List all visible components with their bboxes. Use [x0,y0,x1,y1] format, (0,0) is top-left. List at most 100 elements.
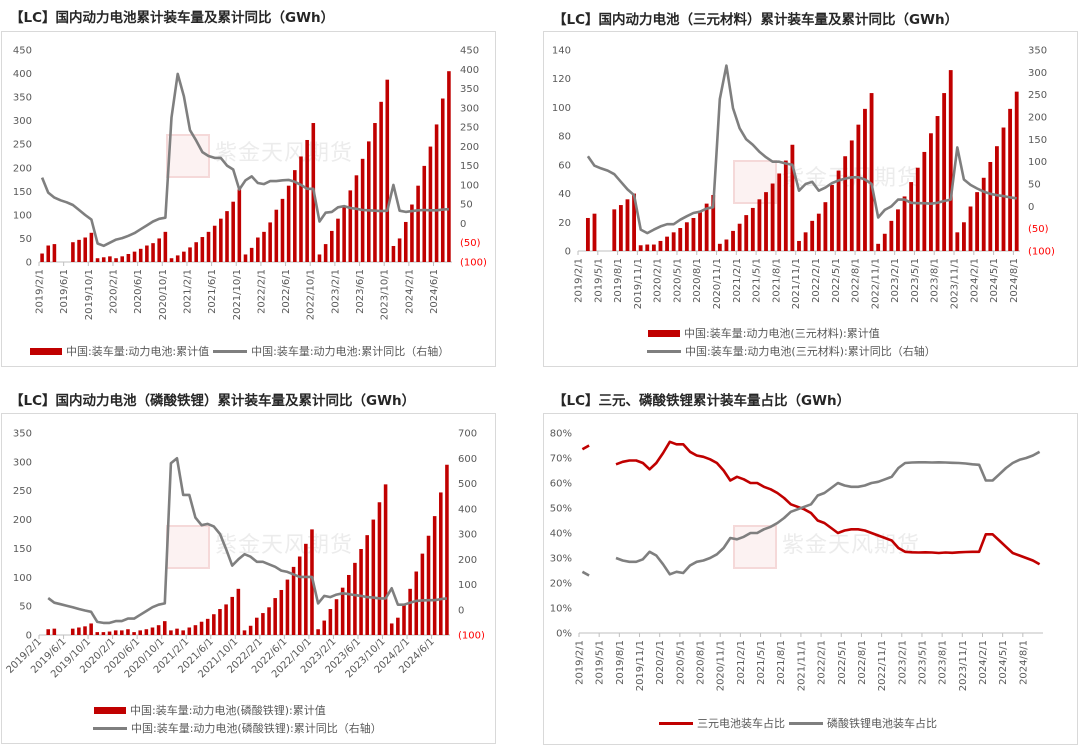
y2-tick-label: (100) [460,258,487,269]
bar [426,535,431,635]
y-tick-label: 10% [550,604,572,615]
bar [915,167,920,251]
bar [83,626,87,635]
bar [285,579,290,635]
x-tick-label: 2020/11/1 [712,258,723,309]
bar [334,599,339,635]
y2-tick-label: 300 [1028,68,1047,79]
x-tick-label: 2022/11/1 [870,258,881,309]
y-tick-label: 50 [19,602,32,613]
x-tick-label: 2021/10/1 [232,269,243,320]
x-tick-label: 2019/8/1 [615,640,626,685]
bar [316,629,320,635]
bar [678,228,683,251]
x-tick-label: 2022/11/1 [877,640,888,691]
x-tick-label: 2020/5/1 [675,640,686,685]
x-tick-label: 2019/2/1 [575,640,586,685]
x-tick-label: 2023/2/1 [330,269,341,314]
bar [274,209,279,262]
bar [138,248,143,262]
bar [377,502,382,635]
chart-1-title: 【LC】国内动力电池累计装车量及累计同比（GWh） [10,10,335,26]
chart-3-legend-line: 中国:装车量:动力电池(磷酸铁锂):累计同比（右轴） [93,720,382,736]
y2-tick-label: 350 [1028,46,1047,57]
y2-tick-label: 250 [1028,90,1047,101]
legend-line-swatch [659,721,693,725]
bar [955,232,960,251]
y-tick-label: 70% [550,454,572,465]
x-tick-label: 2020/5/1 [672,258,683,303]
legend-label: 中国:装车量:动力电池(磷酸铁锂):累计同比（右轴） [131,722,382,735]
y2-tick-label: 50 [460,200,473,211]
bar [935,116,940,252]
bar [219,218,223,262]
y2-tick-label: 400 [458,504,477,515]
bar [797,240,801,251]
x-tick-label: 2020/8/1 [696,640,707,685]
bar [261,613,265,635]
bar [291,566,296,635]
bar [340,587,345,635]
x-tick-label: 2021/6/1 [207,269,218,314]
bar [120,630,124,635]
bar [330,230,334,262]
bar [422,165,427,262]
bar [280,198,285,262]
x-tick-label: 2020/2/1 [108,269,119,314]
legend-line-swatch [647,349,681,353]
legend-label: 中国:装车量:动力电池(三元材料):累计值 [684,327,880,340]
bar [968,206,973,251]
bar [77,627,81,635]
bar [317,254,322,262]
bar [286,185,291,262]
bar [684,222,689,251]
y2-tick-label: 450 [460,46,479,57]
bar [750,207,755,251]
x-tick-label: 2021/2/1 [182,269,193,314]
y2-tick-label: 300 [460,103,479,114]
bar [389,623,394,635]
chart-2-legend-bar: 中国:装车量:动力电池(三元材料):累计值 [648,325,880,341]
bar [764,192,768,251]
bar [440,98,445,262]
x-tick-label: 2020/11/1 [716,640,727,691]
x-tick-label: 2020/8/1 [692,258,703,303]
y2-tick-label: 0 [1028,202,1034,213]
y-tick-label: 450 [13,46,32,57]
bar [618,205,623,251]
x-tick-label: 2024/2/1 [969,258,980,303]
y-tick-label: 40% [550,529,572,540]
x-tick-label: 2023/5/1 [910,258,921,303]
legend-label: 中国:装车量:动力电池:累计值 [66,345,210,358]
series-line [581,450,1041,577]
bar [810,220,815,251]
bar [200,237,205,262]
bar [711,195,716,251]
bar [416,185,420,262]
bar [138,630,142,635]
bar [790,144,795,251]
x-tick-label: 2024/2/1 [404,269,415,314]
bar [585,217,590,251]
bar [988,161,993,251]
bar [323,244,328,262]
bar [163,231,168,262]
x-tick-label: 2022/2/1 [256,269,267,314]
chart-3-frame [1,413,496,744]
y2-tick-label: (50) [1028,224,1049,235]
x-tick-label: 2022/6/1 [281,269,292,314]
x-tick-label: 2019/5/1 [595,640,606,685]
bar [731,230,735,251]
bar [256,237,260,262]
x-tick-label: 2024/5/1 [998,640,1009,685]
bar [175,628,179,635]
y-tick-label: 200 [13,515,32,526]
x-tick-label: 2019/8/1 [613,258,624,303]
bar [403,221,408,262]
bar [132,251,137,262]
bar [279,589,284,635]
bar [408,588,412,635]
y2-tick-label: (100) [1028,247,1055,258]
chart-1-legend: 中国:装车量:动力电池:累计值 中国:装车量:动力电池:累计同比（右轴） [30,343,449,359]
bar [293,170,297,262]
